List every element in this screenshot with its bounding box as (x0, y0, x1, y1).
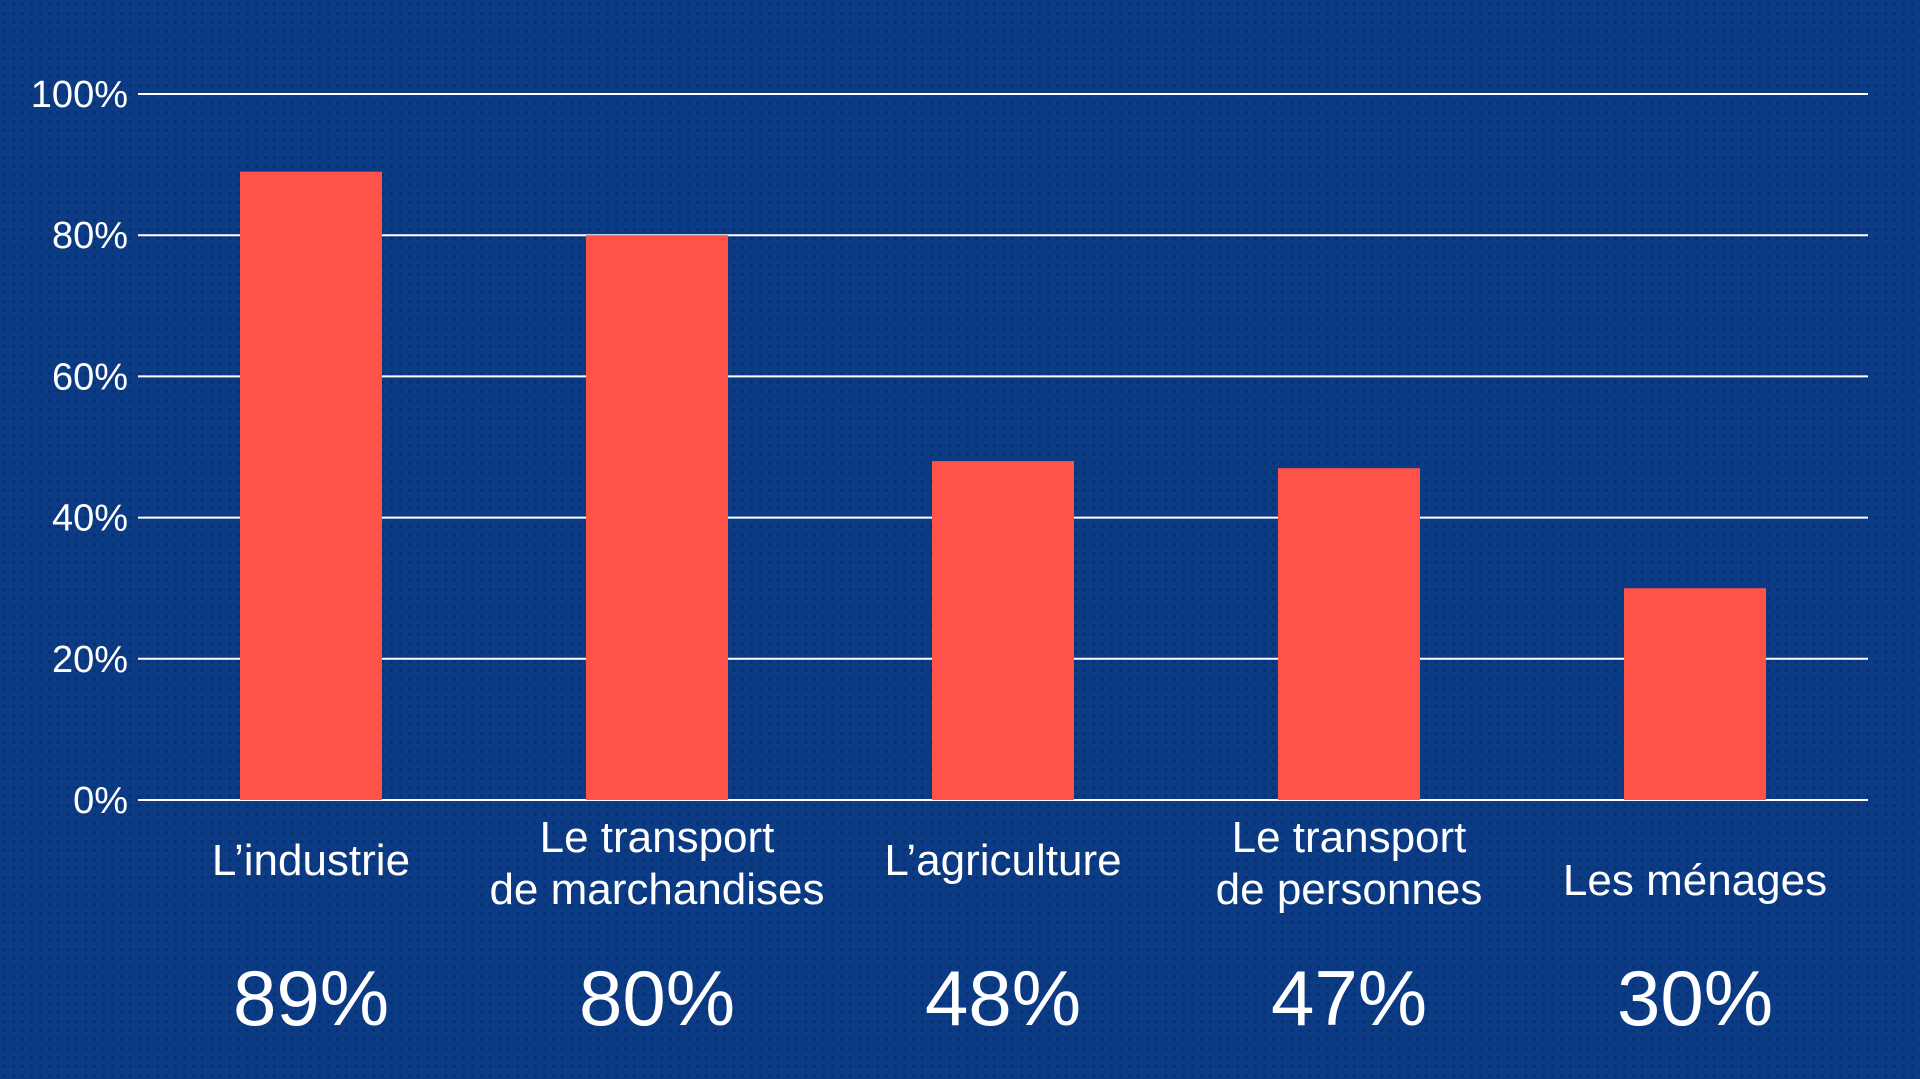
bar (586, 235, 728, 800)
value-label: 89% (233, 954, 389, 1042)
bar (240, 171, 382, 800)
category-label: Le transport (1232, 813, 1467, 862)
y-axis-ticks: 0% 20% 40% 60% 80% 100% (31, 74, 128, 822)
value-labels: 89% 80% 48% 47% 30% (233, 954, 1773, 1042)
value-label: 80% (579, 954, 735, 1042)
value-label: 48% (925, 954, 1081, 1042)
category-label: Le transport (540, 813, 775, 862)
value-label: 47% (1271, 954, 1427, 1042)
bar (1278, 468, 1420, 800)
category-label: de personnes (1216, 865, 1483, 914)
y-tick-label: 60% (52, 356, 128, 398)
category-label: de marchandises (489, 865, 824, 914)
y-tick-label: 80% (52, 215, 128, 257)
category-label: Les ménages (1563, 856, 1827, 905)
bars (240, 171, 1766, 800)
category-label: L’industrie (212, 836, 410, 885)
y-tick-label: 20% (52, 639, 128, 681)
bar (932, 461, 1074, 800)
value-label: 30% (1617, 954, 1773, 1042)
bar (1624, 588, 1766, 800)
y-tick-label: 100% (31, 74, 128, 116)
category-label: L’agriculture (884, 836, 1121, 885)
y-tick-label: 40% (52, 498, 128, 540)
y-tick-label: 0% (73, 780, 128, 822)
